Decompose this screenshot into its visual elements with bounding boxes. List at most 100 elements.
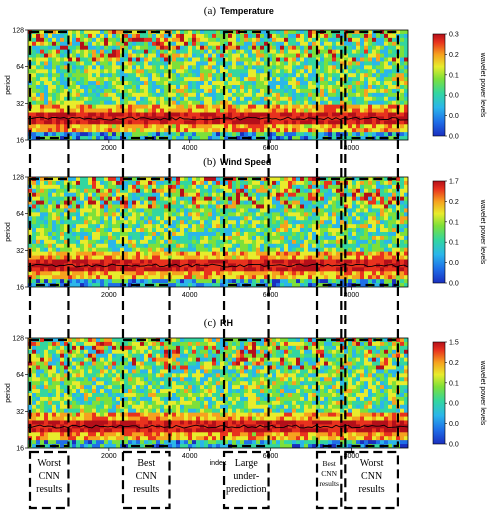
heatmap-cell: [320, 267, 325, 272]
heatmap-cell: [280, 116, 285, 121]
heatmap-cell: [300, 180, 305, 186]
heatmap-cell: [32, 180, 37, 186]
heatmap-cell: [184, 192, 189, 198]
heatmap-cell: [52, 73, 57, 78]
heatmap-cell: [284, 69, 289, 74]
heatmap-cell: [336, 224, 341, 229]
heatmap-cell: [100, 108, 105, 113]
heatmap-cell: [108, 104, 113, 110]
heatmap-cell: [120, 73, 125, 78]
heatmap-cell: [56, 235, 61, 241]
heatmap-cell: [284, 235, 289, 241]
heatmap-cell: [264, 77, 269, 82]
heatmap-cell: [340, 45, 345, 51]
heatmap-cell: [72, 57, 77, 62]
heatmap-cell: [292, 271, 297, 276]
heatmap-cell: [236, 73, 241, 78]
heatmap-cell: [88, 120, 93, 125]
heatmap-cell: [352, 124, 357, 129]
heatmap-cell: [164, 220, 169, 225]
heatmap-cell: [324, 267, 329, 272]
heatmap-cell: [136, 232, 141, 237]
heatmap-cell: [164, 69, 169, 74]
heatmap-cell: [232, 104, 237, 110]
heatmap-cell: [104, 108, 109, 113]
heatmap-cell: [180, 279, 185, 284]
heatmap-cell: [212, 243, 217, 249]
heatmap-cell: [80, 96, 85, 102]
heatmap-cell: [152, 128, 157, 133]
heatmap-cell: [60, 116, 65, 121]
heatmap-cell: [216, 73, 221, 78]
heatmap-cell: [92, 196, 97, 202]
heatmap-cell: [176, 247, 181, 253]
heatmap-cell: [376, 57, 381, 62]
heatmap-cell: [240, 88, 245, 94]
heatmap-cell: [116, 279, 121, 284]
heatmap-cell: [64, 108, 69, 113]
heatmap-cell: [312, 255, 317, 260]
heatmap-cell: [184, 243, 189, 249]
heatmap-cell: [320, 100, 325, 106]
heatmap-cell: [56, 232, 61, 237]
heatmap-cell: [388, 81, 393, 86]
heatmap-cell: [208, 81, 213, 86]
heatmap-cell: [352, 100, 357, 106]
heatmap-cell: [236, 283, 241, 287]
heatmap-cell: [324, 108, 329, 113]
heatmap-cell: [112, 112, 117, 117]
heatmap-cell: [384, 41, 389, 47]
heatmap-cell: [164, 259, 169, 264]
heatmap-cell: [352, 53, 357, 58]
heatmap-cell: [312, 85, 317, 90]
heatmap-cell: [52, 33, 57, 39]
heatmap-cell: [328, 77, 333, 82]
heatmap-cell: [80, 53, 85, 58]
heatmap-cell: [96, 136, 101, 140]
heatmap-cell: [340, 128, 345, 133]
heatmap-cell: [84, 124, 89, 129]
heatmap-cell: [340, 88, 345, 94]
heatmap-cell: [88, 112, 93, 117]
heatmap-cell: [224, 208, 229, 213]
heatmap-cell: [348, 81, 353, 86]
heatmap-cell: [132, 208, 137, 213]
heatmap-cell: [156, 283, 161, 287]
heatmap-cell: [112, 53, 117, 58]
heatmap-cell: [184, 180, 189, 186]
heatmap-cell: [340, 232, 345, 237]
heatmap-cell: [88, 92, 93, 98]
heatmap-cell: [84, 243, 89, 249]
heatmap-cell: [228, 69, 233, 74]
heatmap-cell: [60, 239, 65, 245]
heatmap-cell: [292, 180, 297, 186]
heatmap-cell: [276, 96, 281, 102]
heatmap-cell: [44, 136, 49, 140]
heatmap-cell: [364, 77, 369, 82]
heatmap-cell: [96, 37, 101, 43]
heatmap-cell: [348, 180, 353, 186]
heatmap-cell: [240, 180, 245, 186]
heatmap-cell: [396, 85, 401, 90]
heatmap-cell: [72, 259, 77, 264]
heatmap-cell: [264, 100, 269, 106]
heatmap-cell: [64, 92, 69, 98]
heatmap-cell: [304, 81, 309, 86]
heatmap-cell: [232, 45, 237, 51]
heatmap-cell: [224, 228, 229, 233]
heatmap-cell: [392, 85, 397, 90]
heatmap-cell: [164, 239, 169, 245]
heatmap-cell: [276, 120, 281, 125]
heatmap-cell: [300, 271, 305, 276]
heatmap-cell: [40, 263, 45, 268]
heatmap-cell: [212, 275, 217, 280]
heatmap-cell: [76, 124, 81, 129]
heatmap-cell: [144, 96, 149, 102]
heatmap-cell: [208, 267, 213, 272]
heatmap-cell: [348, 128, 353, 133]
colorbar-tick-label: 0.0: [449, 134, 459, 141]
heatmap-cell: [48, 128, 53, 133]
heatmap-cell: [184, 53, 189, 58]
heatmap-cell: [40, 232, 45, 237]
heatmap-cell: [140, 88, 145, 94]
